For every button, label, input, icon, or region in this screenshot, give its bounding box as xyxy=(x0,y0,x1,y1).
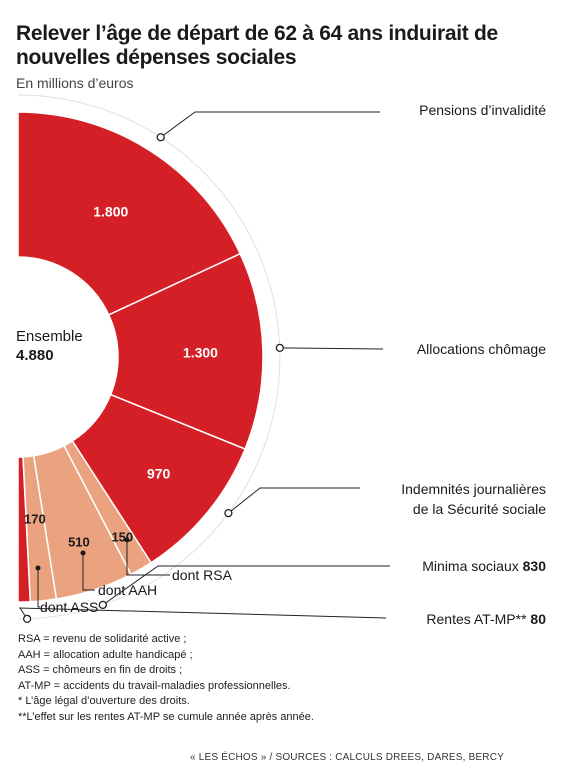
leader-minima-marker xyxy=(98,600,107,610)
note-rentes: **L’effet sur les rentes AT-MP se cumule… xyxy=(18,710,314,723)
label-minima-value: 830 xyxy=(522,558,546,574)
label-dont-ass: dont ASS xyxy=(40,599,99,615)
leader-chomage-marker xyxy=(275,343,284,353)
wedge-dont-rsa xyxy=(63,439,153,576)
leader-rentes-marker xyxy=(22,614,32,623)
outer-ring xyxy=(17,94,281,620)
label-rentes: Rentes AT-MP** 80 xyxy=(426,611,546,627)
label-minima-name: Minima sociaux xyxy=(422,558,523,574)
label-chomage: Allocations chômage xyxy=(416,341,546,357)
note-rsa: RSA = revenu de solidarité active ; xyxy=(18,633,187,645)
wedge-allocations-chomage xyxy=(107,252,264,450)
label-indemnites-line2: de la Sécurité sociale xyxy=(412,501,546,517)
wedge-pensions-d-invalidite xyxy=(17,111,242,316)
total-label: Ensemble 4.880 xyxy=(16,327,83,365)
label-dont-aah: dont AAH xyxy=(98,582,158,598)
label-rentes-name: Rentes AT-MP** xyxy=(426,611,531,627)
total-value: 4.880 xyxy=(16,347,54,364)
note-atmp: AT-MP = accidents du travail-maladies pr… xyxy=(18,679,291,692)
leader-indemnites-marker xyxy=(224,508,233,518)
footnotes: RSA = revenu de solidarité active ; AAH … xyxy=(18,632,314,725)
label-indemnites-line1: Indemnités journalières xyxy=(401,481,546,497)
leader-dont-rsa-line xyxy=(126,540,170,576)
label-rentes-value: 80 xyxy=(530,611,546,627)
leader-dont-ass-line xyxy=(37,568,40,608)
total-name: Ensemble xyxy=(16,328,83,345)
value-label-dont-ass: 170 xyxy=(24,512,46,527)
leader-rentes-line xyxy=(19,607,387,620)
leader-indemnites-line xyxy=(228,487,360,514)
value-label-chomage: 1.300 xyxy=(183,344,218,360)
chart-subtitle: En millions d’euros xyxy=(16,75,134,91)
value-label-dont-rsa: 150 xyxy=(111,529,133,544)
leader-minima-line xyxy=(102,565,390,606)
leader-pensions-marker xyxy=(156,133,165,142)
note-aah: AAH = allocation adulte handicapé ; xyxy=(18,648,193,661)
value-label-dont-aah: 510 xyxy=(68,535,90,550)
value-label-pensions: 1.800 xyxy=(93,204,128,220)
value-label-indemnites: 970 xyxy=(147,465,171,481)
source-credit: « LES ÉCHOS » / SOURCES : CALCULS DREES,… xyxy=(190,752,505,763)
leader-pensions-line xyxy=(160,111,380,138)
label-minima: Minima sociaux 830 xyxy=(422,558,546,574)
note-age-legal: * L’âge légal d’ouverture des droits. xyxy=(18,695,190,707)
label-pensions: Pensions d’invalidité xyxy=(419,102,546,118)
leader-dont-aah-line xyxy=(82,553,95,591)
label-dont-rsa: dont RSA xyxy=(172,567,232,583)
chart-title: Relever l’âge de départ de 62 à 64 ans i… xyxy=(16,22,498,69)
label-indemnites: Indemnités journalières de la Sécurité s… xyxy=(401,479,546,519)
leader-chomage-line xyxy=(279,347,384,350)
note-ass: ASS = chômeurs en fin de droits ; xyxy=(18,664,183,676)
